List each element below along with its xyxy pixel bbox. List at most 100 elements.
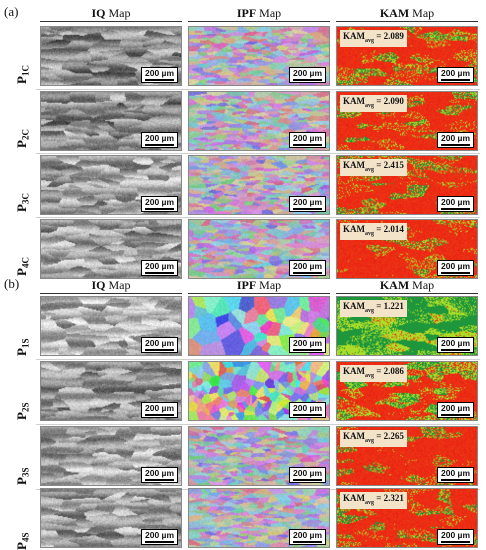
scale-bar: 200 µm <box>289 260 326 276</box>
ipf-map-image: 200 µm <box>188 219 330 279</box>
sample-label: P1S <box>14 300 31 356</box>
sample-letter: P <box>14 412 29 420</box>
kam-map-image: KAMavg = 2.415 200 µm <box>336 155 478 215</box>
scale-bar: 200 µm <box>141 67 178 83</box>
sample-sub: 2C <box>20 129 31 141</box>
col-header-iq-b: IQ Map <box>40 278 182 293</box>
kam-map-image: KAMavg = 2.321 200 µm <box>336 488 478 548</box>
col-header-ipf-b: IPF Map <box>188 278 330 293</box>
scale-bar: 200 µm <box>141 260 178 276</box>
col-rule <box>40 21 182 22</box>
scale-label: 200 µm <box>145 468 174 478</box>
sample-letter: P <box>14 268 29 276</box>
kam-average-label: KAMavg = 2.086 <box>340 365 407 382</box>
iq-map-image: 200 µm <box>40 155 182 215</box>
sample-letter: P <box>14 477 29 485</box>
panel-label-a: (a) <box>4 4 19 19</box>
scale-bar: 200 µm <box>141 132 178 148</box>
scale-label: 200 µm <box>441 338 470 348</box>
kam-average-label: KAMavg = 1.221 <box>340 300 407 317</box>
scale-bar: 200 µm <box>437 337 474 353</box>
row-separator <box>36 359 480 360</box>
kam-average-label: KAMavg = 2.089 <box>340 30 407 47</box>
header-rest: Map <box>105 278 131 292</box>
header-rest: Map <box>409 278 435 292</box>
sample-sub: 3S <box>20 467 31 478</box>
scale-label: 200 µm <box>293 338 322 348</box>
scale-bar: 200 µm <box>437 196 474 212</box>
scale-bar: 200 µm <box>141 402 178 418</box>
scale-label: 200 µm <box>145 68 174 78</box>
header-rest: Map <box>256 278 282 292</box>
scale-bar: 200 µm <box>141 529 178 545</box>
sample-letter: P <box>14 542 29 550</box>
col-rule <box>336 21 478 22</box>
scale-bar: 200 µm <box>437 260 474 276</box>
scale-bar: 200 µm <box>141 337 178 353</box>
ipf-map-image: 200 µm <box>188 296 330 356</box>
iq-map-image: 200 µm <box>40 488 182 548</box>
ipf-map-image: 200 µm <box>188 361 330 421</box>
header-bold: IQ <box>91 6 106 20</box>
header-bold: KAM <box>379 6 410 20</box>
header-rest: Map <box>256 6 282 20</box>
kam-map-image: KAMavg = 1.221 200 µm <box>336 296 478 356</box>
row-separator <box>36 89 480 90</box>
sample-letter: P <box>14 140 29 148</box>
scale-label: 200 µm <box>441 197 470 207</box>
col-header-ipf-a: IPF Map <box>188 6 330 21</box>
kam-average-label: KAMavg = 2.321 <box>340 492 407 509</box>
sample-sub: 4C <box>20 257 31 269</box>
kam-average-label: KAMavg = 2.415 <box>340 159 407 176</box>
ipf-map-image: 200 µm <box>188 155 330 215</box>
col-rule <box>188 21 330 22</box>
kam-average-label: KAMavg = 2.265 <box>340 430 407 447</box>
sample-label: P4C <box>14 222 31 276</box>
sample-label: P2S <box>14 364 31 420</box>
scale-label: 200 µm <box>441 133 470 143</box>
kam-map-image: KAMavg = 2.265 200 µm <box>336 426 478 486</box>
scale-label: 200 µm <box>145 261 174 271</box>
scale-bar: 200 µm <box>437 467 474 483</box>
col-rule <box>336 293 478 294</box>
sample-sub: 1C <box>20 65 31 77</box>
scale-bar: 200 µm <box>289 402 326 418</box>
scale-bar: 200 µm <box>437 67 474 83</box>
scale-label: 200 µm <box>293 68 322 78</box>
scale-bar: 200 µm <box>289 529 326 545</box>
sample-label: P1C <box>14 30 31 84</box>
sample-label: P3S <box>14 429 31 485</box>
kam-map-image: KAMavg = 2.090 200 µm <box>336 91 478 151</box>
iq-map-image: 200 µm <box>40 219 182 279</box>
row-separator <box>36 424 480 425</box>
sample-sub: 3C <box>20 193 31 205</box>
iq-map-image: 200 µm <box>40 361 182 421</box>
scale-bar: 200 µm <box>437 132 474 148</box>
header-rest: Map <box>105 6 131 20</box>
sample-sub: 1S <box>20 338 31 349</box>
ipf-map-image: 200 µm <box>188 488 330 548</box>
sample-letter: P <box>14 204 29 212</box>
scale-label: 200 µm <box>293 133 322 143</box>
iq-map-image: 200 µm <box>40 26 182 86</box>
scale-label: 200 µm <box>293 261 322 271</box>
iq-map-image: 200 µm <box>40 296 182 356</box>
scale-bar: 200 µm <box>141 196 178 212</box>
sample-letter: P <box>14 76 29 84</box>
header-bold: IPF <box>236 6 257 20</box>
scale-label: 200 µm <box>293 197 322 207</box>
col-rule <box>188 293 330 294</box>
sample-sub: 2S <box>20 402 31 413</box>
scale-label: 200 µm <box>293 468 322 478</box>
row-separator <box>36 217 480 218</box>
scale-label: 200 µm <box>145 403 174 413</box>
scale-label: 200 µm <box>441 530 470 540</box>
iq-map-image: 200 µm <box>40 91 182 151</box>
scale-bar: 200 µm <box>437 402 474 418</box>
scale-label: 200 µm <box>441 261 470 271</box>
kam-map-image: KAMavg = 2.086 200 µm <box>336 361 478 421</box>
scale-bar: 200 µm <box>141 467 178 483</box>
scale-label: 200 µm <box>145 338 174 348</box>
scale-label: 200 µm <box>441 403 470 413</box>
header-rest: Map <box>409 6 435 20</box>
